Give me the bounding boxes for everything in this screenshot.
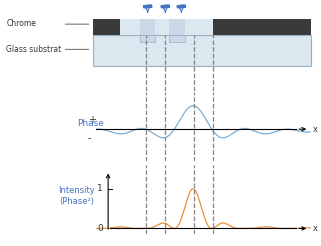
Bar xyxy=(140,19,169,35)
Text: Chrome: Chrome xyxy=(6,19,36,28)
Bar xyxy=(93,19,311,35)
Bar xyxy=(120,19,140,35)
Text: Intensity
(Phase²): Intensity (Phase²) xyxy=(58,186,95,205)
Text: Phase: Phase xyxy=(77,119,104,128)
Text: x: x xyxy=(312,224,317,233)
Bar xyxy=(140,35,155,42)
Bar xyxy=(169,19,185,35)
Bar xyxy=(169,19,194,35)
Text: 1: 1 xyxy=(97,184,103,193)
Bar xyxy=(169,35,185,42)
Bar xyxy=(93,35,311,66)
Text: -: - xyxy=(88,134,91,143)
Text: x: x xyxy=(312,125,317,134)
Text: 0: 0 xyxy=(97,224,103,233)
Text: Glass substrat: Glass substrat xyxy=(6,45,62,54)
Text: +: + xyxy=(88,115,96,125)
Bar xyxy=(140,19,155,35)
Bar xyxy=(194,19,213,35)
